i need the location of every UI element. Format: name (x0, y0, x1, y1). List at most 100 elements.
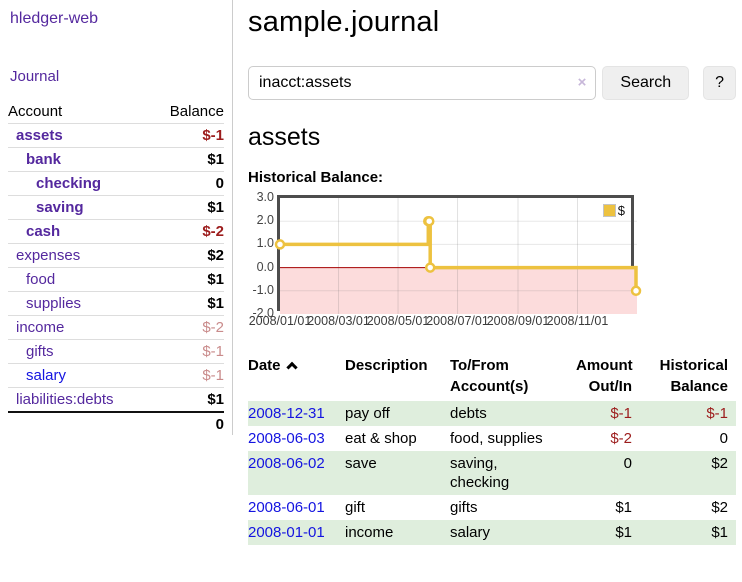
transaction-row: 2008-06-01 gift gifts $1 $2 (248, 495, 736, 520)
chart-title: Historical Balance: (248, 169, 384, 186)
chart-plot-area: $ 3.0 2.0 1.0 0.0 -1.0 -2.0 (252, 190, 642, 320)
legend-label: $ (617, 203, 625, 218)
account-row: gifts $-1 (8, 339, 224, 364)
account-heading: assets (248, 123, 321, 151)
x-axis-tick-label: 2008/11/01 (546, 314, 609, 328)
account-balance: $-1 (150, 339, 224, 364)
accounts-total-balance: 0 (150, 411, 224, 436)
transaction-accounts: food, supplies (450, 430, 543, 447)
account-link[interactable]: bank (26, 151, 62, 168)
accounts-header-balance: Balance (150, 100, 224, 124)
search-help-button[interactable]: ? (703, 66, 736, 100)
account-link[interactable]: assets (16, 127, 63, 144)
transaction-balance: $1 (711, 524, 728, 541)
account-link[interactable]: income (16, 319, 65, 336)
account-balance: $1 (150, 291, 224, 316)
y-axis-tick-label: -1.0 (252, 282, 274, 297)
account-link[interactable]: food (26, 271, 56, 288)
account-link[interactable]: cash (26, 223, 61, 240)
transaction-date-link[interactable]: 2008-01-01 (248, 524, 325, 541)
x-axis-tick-label: 2008/07/01 (426, 314, 489, 328)
y-axis-tick-label: 3.0 (256, 190, 274, 204)
transaction-description: gift (345, 499, 366, 516)
sidebar-item-journal[interactable]: Journal (10, 68, 60, 85)
legend-swatch-icon (602, 204, 616, 217)
search-input[interactable] (248, 66, 597, 100)
sort-ascending-icon (285, 361, 298, 374)
transaction-date-link[interactable]: 2008-06-01 (248, 499, 325, 516)
account-row: income $-2 (8, 315, 224, 340)
account-row: checking 0 (8, 171, 224, 196)
account-balance: 0 (150, 171, 224, 196)
account-balance: $2 (150, 243, 224, 268)
main-content: sample.journal × Search ? assets Histori… (248, 0, 736, 545)
transaction-row: 2008-06-03 eat & shop food, supplies $-2 0 (248, 426, 736, 451)
account-balance: $-1 (150, 363, 224, 388)
account-link[interactable]: gifts (26, 343, 54, 360)
x-axis-tick-label: 2008/01/01 (248, 314, 312, 328)
transaction-amount: $1 (615, 499, 632, 516)
account-link[interactable]: expenses (16, 247, 81, 264)
x-axis-tick-label: 2008/09/01 (486, 314, 550, 328)
account-row: food $1 (8, 267, 224, 292)
transaction-date-link[interactable]: 2008-06-02 (248, 455, 325, 472)
account-link[interactable]: supplies (26, 295, 82, 312)
accounts-header-account: Account (8, 100, 151, 124)
transaction-description: save (345, 455, 377, 472)
accounts-total-row: 0 (8, 411, 224, 436)
register-header-description: Description (345, 357, 428, 374)
transaction-balance: $2 (711, 455, 728, 472)
transaction-accounts: salary (450, 524, 491, 541)
account-row: supplies $1 (8, 291, 224, 316)
transaction-balance: 0 (719, 430, 728, 447)
register-header-date[interactable]: Date (248, 353, 345, 401)
x-axis-tick-label: 2008/03/01 (307, 314, 370, 328)
y-axis-tick-label: 2.0 (256, 213, 274, 228)
account-link[interactable]: salary (26, 367, 67, 384)
account-link[interactable]: checking (36, 175, 102, 192)
account-row: liabilities:debts $1 (8, 387, 224, 413)
transaction-accounts: saving, checking (450, 455, 510, 491)
search-box: × (248, 66, 597, 100)
account-balance: $-2 (150, 315, 224, 340)
sidebar: hledger-web Journal Account Balance asse… (0, 0, 233, 436)
app-title-link[interactable]: hledger-web (10, 10, 99, 27)
transaction-amount: $-1 (610, 405, 632, 422)
account-link[interactable]: saving (36, 199, 84, 216)
transaction-balance: $2 (711, 499, 728, 516)
register-table: Date Description To/From Account(s) Amoun… (248, 353, 736, 545)
y-axis-tick-label: 0.0 (256, 259, 274, 274)
transaction-row: 2008-01-01 income salary $1 $1 (248, 520, 736, 545)
account-link[interactable]: liabilities:debts (16, 391, 114, 408)
transaction-amount: $-2 (610, 430, 632, 447)
account-balance: $-2 (150, 219, 224, 244)
transaction-row: 2008-12-31 pay off debts $-1 $-1 (248, 401, 736, 426)
search-button[interactable]: Search (602, 66, 690, 100)
transaction-amount: $1 (615, 524, 632, 541)
register-header-row: Date Description To/From Account(s) Amoun… (248, 353, 736, 401)
account-balance: $-1 (150, 123, 224, 148)
register-header-amount: Amount Out/In (576, 357, 633, 395)
historical-balance-chart: $ 3.0 2.0 1.0 0.0 -1.0 -2.0 2008/01/01 2008/03… (248, 190, 736, 333)
transaction-date-link[interactable]: 2008-12-31 (248, 405, 325, 422)
register-header-tofrom: To/From Account(s) (450, 357, 529, 395)
transaction-description: pay off (345, 405, 390, 422)
transaction-balance: $-1 (706, 405, 728, 422)
search-form: × Search ? (248, 66, 736, 100)
y-axis-tick-label: -2.0 (252, 306, 274, 320)
transaction-description: income (345, 524, 394, 541)
account-row: expenses $2 (8, 243, 224, 268)
x-axis-tick-label: 2008/05/01 (366, 314, 430, 328)
account-balance: $1 (150, 267, 224, 292)
account-balance: $1 (150, 195, 224, 220)
transaction-accounts: debts (450, 405, 487, 422)
account-balance: $1 (150, 387, 224, 413)
clear-search-icon[interactable]: × (577, 74, 587, 91)
account-row: assets $-1 (8, 123, 224, 148)
chart-legend: $ (600, 202, 627, 219)
transaction-date-link[interactable]: 2008-06-03 (248, 430, 325, 447)
y-axis-tick-label: 1.0 (256, 236, 274, 251)
register-header-balance: Historical Balance (659, 357, 728, 395)
account-row: salary $-1 (8, 363, 224, 388)
